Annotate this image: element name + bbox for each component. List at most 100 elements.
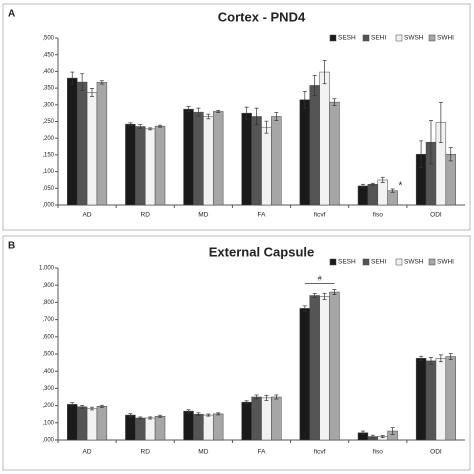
bar (319, 71, 330, 206)
bar (271, 116, 282, 206)
annotation: * (399, 181, 403, 192)
bar (154, 416, 166, 441)
y-tick-label: ,900 (42, 283, 54, 289)
bar (154, 125, 166, 206)
bar (367, 184, 379, 206)
bar (86, 92, 98, 206)
bar (193, 111, 204, 206)
y-tick-label: ,400 (42, 69, 54, 75)
y-tick-label: ,150 (42, 152, 54, 158)
y-tick-label: ,400 (42, 369, 54, 375)
bar (135, 417, 146, 441)
bar (212, 413, 224, 441)
bar (76, 81, 88, 206)
x-tick-label: RD (141, 449, 151, 456)
legend-swatch (362, 34, 370, 42)
x-tick-label: fiso (373, 449, 384, 456)
bar (251, 116, 262, 206)
bar (193, 413, 204, 441)
bar (261, 126, 272, 206)
annotation: # (318, 275, 322, 282)
legend-label: SEHI (371, 35, 386, 42)
y-tick-label: ,200 (42, 403, 54, 409)
legend-swatch (329, 34, 337, 42)
y-tick-label: ,500 (42, 352, 54, 358)
y-tick-label: ,100 (42, 169, 54, 175)
bar (125, 123, 136, 206)
bar (251, 396, 262, 441)
bar (125, 414, 136, 441)
chart-title: External Capsule (209, 244, 315, 259)
legend-label: SESH (338, 259, 356, 266)
x-tick-label: RD (141, 212, 151, 219)
bar (319, 296, 330, 441)
bar (241, 401, 252, 441)
bar (299, 99, 311, 206)
y-tick-label: ,700 (42, 317, 54, 323)
bar (445, 356, 456, 441)
legend-swatch (395, 34, 403, 42)
x-tick-label: FA (258, 212, 267, 219)
bar (144, 128, 156, 206)
x-tick-label: AD (83, 212, 92, 219)
bar (309, 85, 320, 206)
legend-label: SWSH (404, 35, 424, 42)
y-tick-label: ,600 (42, 334, 54, 340)
legend-label: SWSH (404, 259, 424, 266)
bar (144, 417, 156, 441)
bar (299, 308, 311, 441)
x-tick-label: AD (83, 449, 92, 456)
legend-swatch (428, 258, 436, 266)
bar (203, 414, 214, 441)
y-tick-label: ,000 (42, 438, 54, 444)
y-tick-label: ,250 (42, 119, 54, 125)
bar (67, 404, 78, 441)
bar (329, 101, 340, 206)
bar (183, 410, 194, 441)
y-tick-label: ,450 (42, 52, 54, 58)
panel-frame (2, 3, 471, 231)
panel-label: A (8, 9, 15, 20)
bar (135, 126, 146, 206)
x-tick-label: MD (198, 212, 208, 219)
y-tick-label: 1,000 (39, 266, 55, 272)
bar (86, 408, 98, 441)
x-tick-label: fiso (373, 212, 384, 219)
legend-label: SESH (338, 35, 356, 42)
bar (183, 108, 194, 206)
bar (415, 358, 427, 441)
legend-swatch (329, 258, 337, 266)
legend-swatch (395, 258, 403, 266)
bar (271, 396, 282, 441)
y-tick-label: ,800 (42, 300, 54, 306)
bar (435, 358, 447, 441)
y-tick-label: ,100 (42, 420, 54, 426)
panel-label: B (8, 241, 15, 252)
y-tick-label: ,050 (42, 186, 54, 192)
x-tick-label: ODI (430, 212, 442, 219)
bar (387, 190, 398, 206)
bar (96, 82, 108, 206)
legend-label: SWHI (437, 35, 454, 42)
legend-swatch (428, 34, 436, 42)
panel-frame (2, 235, 471, 471)
bar (329, 291, 340, 441)
bar (425, 360, 437, 441)
x-tick-label: MD (198, 449, 208, 456)
x-tick-label: ODI (430, 449, 442, 456)
bar (377, 179, 388, 206)
chart-title: Cortex - PND4 (218, 9, 306, 24)
y-tick-label: ,500 (42, 36, 54, 42)
bar (203, 116, 214, 206)
bar (212, 111, 224, 206)
y-tick-label: ,350 (42, 86, 54, 92)
bar (445, 153, 456, 206)
bar (96, 406, 108, 441)
x-tick-label: FA (258, 449, 267, 456)
x-tick-label: ficvf (314, 449, 326, 456)
legend-label: SEHI (371, 259, 386, 266)
legend-label: SWHI (437, 259, 454, 266)
x-tick-label: ficvf (314, 212, 326, 219)
y-tick-label: ,000 (42, 203, 54, 209)
